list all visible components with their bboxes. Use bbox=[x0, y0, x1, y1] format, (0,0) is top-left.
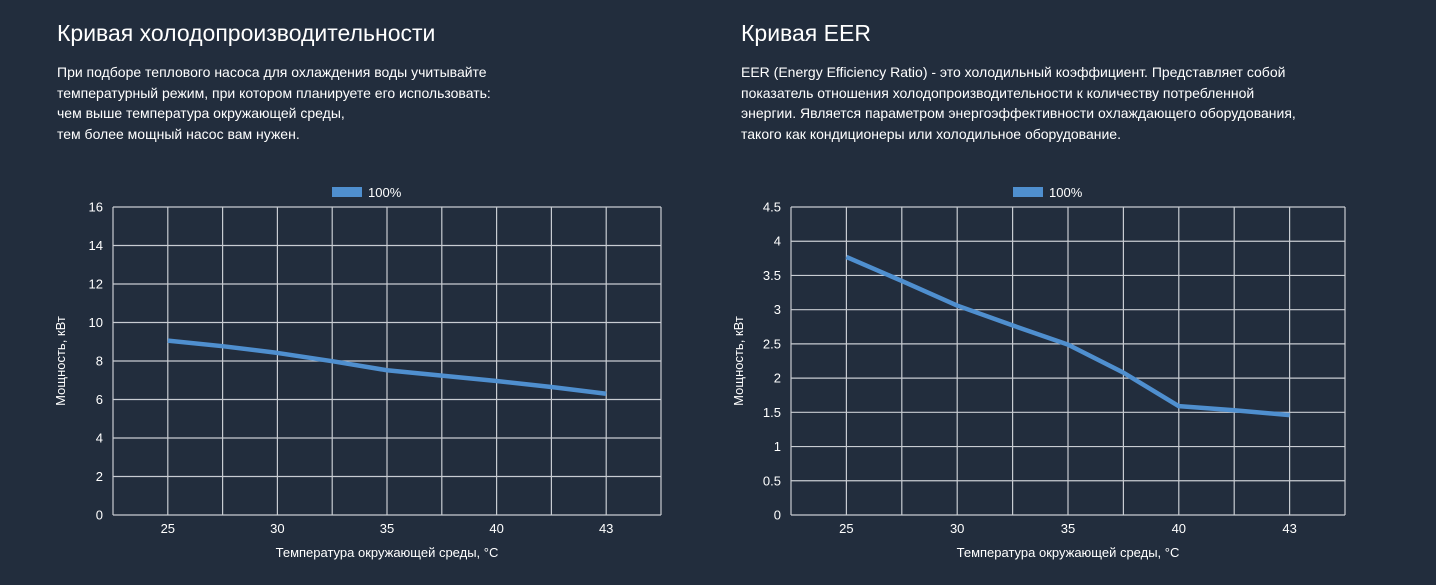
eer-title: Кривая EER bbox=[741, 20, 871, 46]
y-tick-label: 0 bbox=[96, 508, 103, 523]
capacity-section: Кривая холодопроизводительности При подб… bbox=[0, 0, 1436, 160]
eer-chart: 0 0.5 1 1.5 2 2.5 3 3.5 4 4.5 25 30 35 40 43 Температур… bbox=[731, 185, 1346, 560]
x-tick-label: 43 bbox=[1282, 521, 1296, 536]
x-tick-label: 30 bbox=[950, 521, 964, 536]
x-tick-label: 30 bbox=[270, 521, 284, 536]
x-tick-label: 43 bbox=[599, 521, 613, 536]
y-tick-label: 3.5 bbox=[763, 268, 781, 283]
y-tick-label: 4 bbox=[96, 431, 103, 446]
x-tick-label: 35 bbox=[380, 521, 394, 536]
series-line-100% bbox=[167, 338, 607, 396]
y-tick-label: 1.5 bbox=[763, 405, 781, 420]
legend-swatch bbox=[332, 187, 362, 197]
y-tick-label: 2 bbox=[96, 469, 103, 484]
x-axis-title: Температура окружающей среды, °C bbox=[276, 545, 499, 560]
eer-description: EER (Energy Efficiency Ratio) - это холо… bbox=[741, 64, 1296, 142]
y-tick-label: 2 bbox=[774, 371, 781, 386]
y-tick-label: 14 bbox=[89, 238, 103, 253]
y-tick-label: 4 bbox=[774, 234, 781, 249]
x-tick-label: 25 bbox=[161, 521, 175, 536]
y-tick-label: 0 bbox=[774, 508, 781, 523]
y-tick-label: 1 bbox=[774, 439, 781, 454]
y-tick-label: 16 bbox=[89, 200, 103, 215]
legend-label: 100% bbox=[1049, 185, 1083, 200]
x-axis-title: Температура окружающей среды, °C bbox=[957, 545, 1180, 560]
y-tick-label: 2.5 bbox=[763, 336, 781, 351]
series-line-100% bbox=[845, 254, 1290, 418]
legend-label: 100% bbox=[368, 185, 402, 200]
x-tick-label: 25 bbox=[839, 521, 853, 536]
y-axis-title: Мощность, кВт bbox=[53, 316, 68, 406]
x-tick-label: 35 bbox=[1061, 521, 1075, 536]
y-tick-label: 10 bbox=[89, 315, 103, 330]
y-tick-label: 3 bbox=[774, 302, 781, 317]
capacity-title: Кривая холодопроизводительности bbox=[57, 20, 436, 46]
capacity-chart: 0 2 4 6 8 10 12 14 16 25 30 35 40 43 Температура окруж… bbox=[53, 185, 662, 560]
y-axis-title: Мощность, кВт bbox=[731, 316, 746, 406]
legend-swatch bbox=[1013, 187, 1043, 197]
y-tick-label: 8 bbox=[96, 354, 103, 369]
capacity-description: При подборе теплового насоса для охлажде… bbox=[57, 64, 491, 142]
x-tick-label: 40 bbox=[489, 521, 503, 536]
y-tick-label: 6 bbox=[96, 392, 103, 407]
y-tick-label: 12 bbox=[89, 277, 103, 292]
y-tick-label: 4.5 bbox=[763, 200, 781, 215]
y-tick-label: 0.5 bbox=[763, 473, 781, 488]
x-tick-label: 40 bbox=[1172, 521, 1186, 536]
